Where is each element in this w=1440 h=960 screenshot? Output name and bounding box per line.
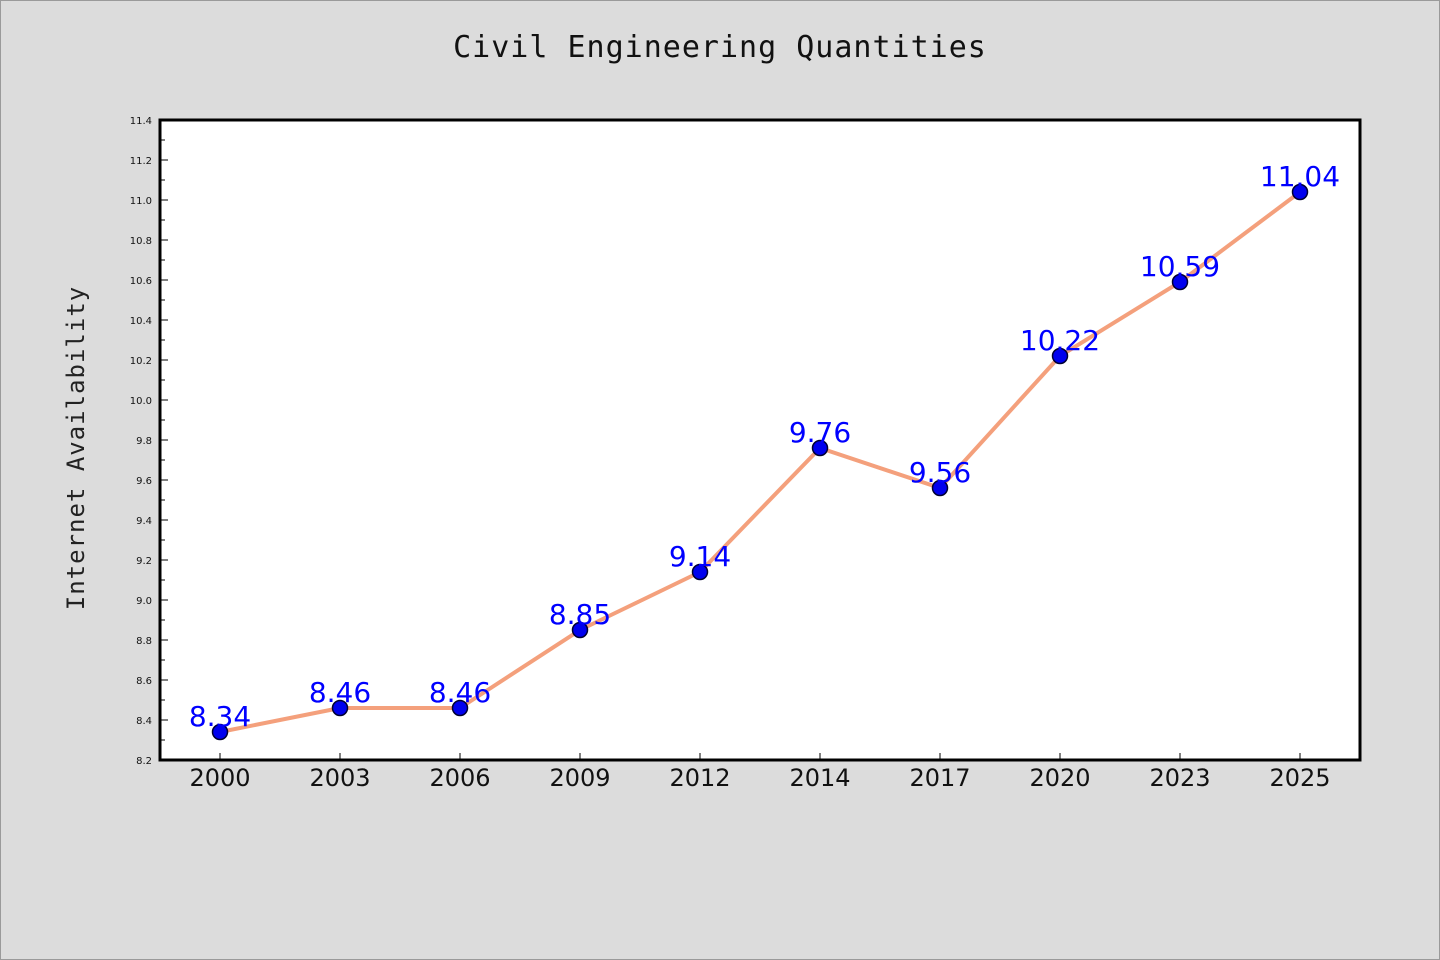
y-tick-label: 10.6 [130,276,152,287]
data-point [211,723,229,741]
x-tick-label: 2009 [549,764,610,792]
data-point [571,621,589,639]
y-tick-label: 8.4 [136,716,152,727]
x-tick-label: 2003 [309,764,370,792]
data-point [451,699,469,717]
series-line [219,190,1302,734]
data-label: 10.59 [1140,250,1220,283]
y-tick-label: 11.0 [130,196,152,207]
x-tick-label: 2000 [189,764,250,792]
data-point [331,699,349,717]
data-labels: 8.34 8.46 8.46 8.85 9.14 9.76 9.56 10.22 10.59 11… [189,160,1340,733]
data-label: 10.22 [1020,324,1100,357]
y-tick-label: 8.2 [136,756,152,767]
x-tick-label: 2020 [1029,764,1090,792]
y-tick-label: 9.8 [136,436,152,447]
x-tick-label: 2023 [1149,764,1210,792]
y-tick-label: 9.4 [136,516,152,527]
data-point [691,563,709,581]
y-tick-label: 11.2 [130,156,152,167]
data-label: 8.34 [189,700,251,733]
y-tick-label: 11.4 [130,116,152,127]
y-tick-label: 9.6 [136,476,152,487]
data-point [1051,347,1069,365]
data-point [1171,273,1189,291]
x-axis: 2000 2003 2006 2009 2012 2014 2017 2020 2023 2025 [189,753,1331,792]
x-tick-label: 2025 [1269,764,1330,792]
y-tick-label: 9.0 [136,596,152,607]
y-tick-label: 10.8 [130,236,152,247]
chart-title: Civil Engineering Quantities [453,30,987,65]
data-point [811,439,829,457]
data-label: 9.76 [789,416,851,449]
y-axis: 8.2 8.4 8.6 8.8 9.0 9.2 9.4 9.6 9.8 10.0 10.2 10.4 1… [130,116,168,767]
data-label: 8.85 [549,598,611,631]
data-point [1291,183,1309,201]
data-label: 8.46 [429,676,491,709]
y-tick-label: 10.4 [130,316,152,327]
data-label: 11.04 [1260,160,1340,193]
plot-area [158,118,1362,762]
data-label: 9.56 [909,456,971,489]
x-tick-label: 2006 [429,764,490,792]
x-tick-label: 2012 [669,764,730,792]
data-label: 8.46 [309,676,371,709]
y-tick-label: 8.6 [136,676,152,687]
y-tick-label: 10.2 [130,356,152,367]
x-tick-label: 2014 [789,764,850,792]
x-tick-label: 2017 [909,764,970,792]
y-tick-label: 10.0 [130,396,152,407]
data-markers [211,183,1309,741]
data-point [931,479,949,497]
y-tick-label: 8.8 [136,636,152,647]
y-tick-label: 9.2 [136,556,152,567]
data-label: 9.14 [669,540,731,573]
